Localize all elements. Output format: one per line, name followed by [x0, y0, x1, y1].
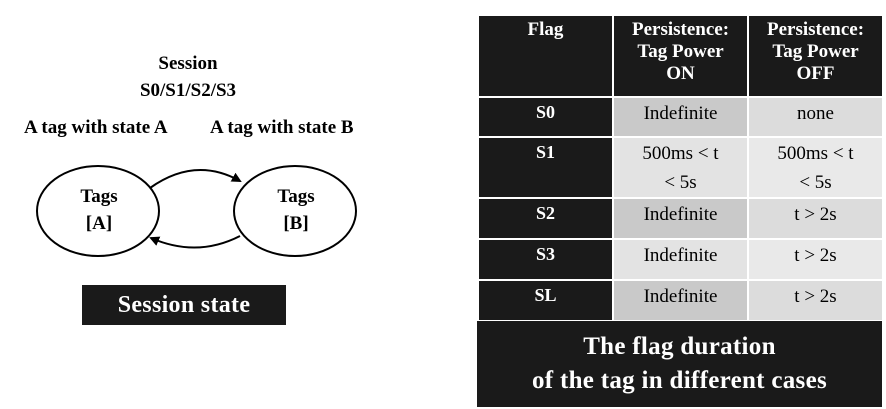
off-cell: t > 2s	[747, 197, 884, 240]
header-flag-text: Flag	[527, 19, 564, 40]
on-cell-text-line-1: 500ms < t	[642, 143, 719, 164]
table-row: S3 Indefinite t > 2s	[477, 238, 884, 281]
table-row: S2 Indefinite t > 2s	[477, 197, 884, 240]
on-cell-text: Indefinite	[643, 286, 718, 307]
flag-duration-caption: The flag duration of the tag in differen…	[477, 321, 882, 407]
node-a-line-1: Tags	[80, 186, 118, 207]
off-cell-text: t > 2s	[794, 286, 837, 307]
on-cell: Indefinite	[612, 238, 749, 281]
node-a-line-2: [A]	[85, 213, 113, 234]
flag-duration-caption-line-2: of the tag in different cases	[532, 367, 827, 394]
on-cell: Indefinite	[612, 96, 749, 138]
flag-cell: S2	[477, 197, 614, 240]
on-cell: Indefinite	[612, 197, 749, 240]
table-row: S1 500ms < t < 5s 500ms < t < 5s	[477, 136, 884, 199]
session-title: Session S0/S1/S2/S3	[108, 50, 268, 104]
state-b-label: A tag with state B	[210, 117, 354, 138]
header-on-line-3: ON	[666, 63, 695, 84]
flag-persistence-table: Flag Persistence: Tag Power ON Persisten…	[477, 14, 884, 322]
off-cell-text: t > 2s	[794, 204, 837, 225]
flag-cell: S3	[477, 238, 614, 281]
node-a-label: Tags [A]	[59, 183, 139, 237]
session-title-line-1: Session	[158, 53, 218, 74]
on-cell: 500ms < t < 5s	[612, 136, 749, 199]
node-b-label: Tags [B]	[256, 183, 336, 237]
header-persistence-on: Persistence: Tag Power ON	[612, 14, 749, 98]
state-transition-graph	[36, 165, 357, 257]
transition-a-to-b-arrow	[149, 169, 242, 189]
off-cell: t > 2s	[747, 238, 884, 281]
flag-duration-caption-line-1: The flag duration	[583, 333, 776, 360]
off-cell: t > 2s	[747, 279, 884, 322]
header-on-line-1: Persistence:	[631, 19, 730, 40]
node-a-circle	[36, 165, 160, 257]
state-a-label: A tag with state A	[24, 117, 168, 138]
on-cell-text: Indefinite	[643, 245, 718, 266]
table-row: S0 Indefinite none	[477, 96, 884, 138]
table-row: SL Indefinite t > 2s	[477, 279, 884, 322]
header-persistence-off: Persistence: Tag Power OFF	[747, 14, 884, 98]
on-cell-text: Indefinite	[643, 103, 718, 124]
off-cell-text: none	[797, 103, 834, 124]
header-off-line-2: Tag Power	[772, 41, 859, 62]
node-b-line-1: Tags	[277, 186, 315, 207]
header-on-line-2: Tag Power	[637, 41, 724, 62]
off-cell: none	[747, 96, 884, 138]
session-state-caption: Session state	[82, 285, 286, 325]
session-title-line-2: S0/S1/S2/S3	[139, 80, 237, 101]
table-header-row: Flag Persistence: Tag Power ON Persisten…	[477, 14, 884, 98]
off-cell-text: t > 2s	[794, 245, 837, 266]
off-cell-text-line-2: < 5s	[799, 172, 832, 193]
off-cell: 500ms < t < 5s	[747, 136, 884, 199]
header-off-line-1: Persistence:	[766, 19, 865, 40]
on-cell-text: Indefinite	[643, 204, 718, 225]
node-b-line-2: [B]	[283, 213, 309, 234]
flag-cell: S0	[477, 96, 614, 138]
on-cell-text-line-2: < 5s	[664, 172, 697, 193]
transition-b-to-a-arrow	[149, 235, 241, 249]
flag-cell: S1	[477, 136, 614, 199]
header-off-line-3: OFF	[796, 63, 835, 84]
off-cell-text-line-1: 500ms < t	[777, 143, 854, 164]
on-cell: Indefinite	[612, 279, 749, 322]
node-b-circle	[233, 165, 357, 257]
header-flag: Flag	[477, 14, 614, 98]
flag-cell: SL	[477, 279, 614, 322]
